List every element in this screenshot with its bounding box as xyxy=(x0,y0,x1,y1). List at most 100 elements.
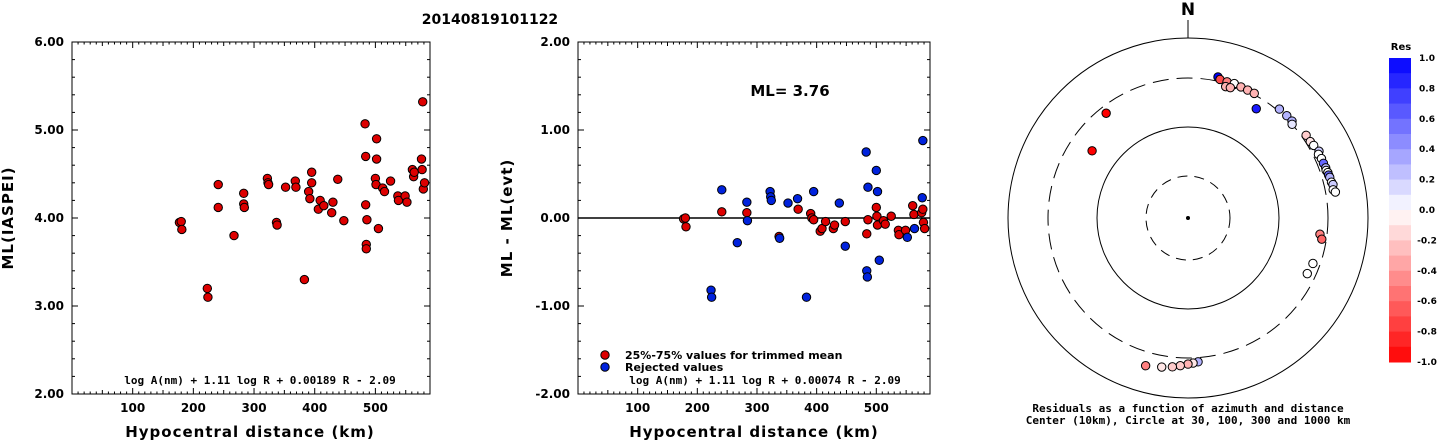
station-marker xyxy=(1249,88,1259,99)
colorbar-band xyxy=(1389,103,1411,120)
data-point xyxy=(909,209,919,220)
data-point xyxy=(871,202,882,213)
x-tick-label: 200 xyxy=(181,401,206,415)
data-point xyxy=(907,200,918,211)
y-tick-labels-2: -2.00 -1.00 0.00 1.00 2.00 xyxy=(535,35,570,401)
colorbar-tick-label: 0.2 xyxy=(1419,176,1435,186)
station-marker xyxy=(1287,119,1297,129)
colorbar-band xyxy=(1389,73,1411,89)
data-point xyxy=(213,202,223,213)
colorbar-band xyxy=(1389,331,1411,348)
colorbar-band xyxy=(1389,210,1411,226)
data-point xyxy=(213,179,223,190)
colorbar-tick-label: 1.0 xyxy=(1419,54,1435,64)
colorbar-band xyxy=(1389,194,1411,211)
data-point xyxy=(717,207,727,217)
data-point xyxy=(886,211,896,221)
colorbar-tick-label: 0.4 xyxy=(1419,145,1435,155)
figure-title: 20140819101122 xyxy=(422,12,558,28)
station-marker xyxy=(1167,362,1178,372)
x-tick-label: 500 xyxy=(864,401,889,415)
data-point xyxy=(742,197,752,207)
y-tick-label: 4.00 xyxy=(34,211,64,225)
data-point xyxy=(872,186,883,197)
station-marker xyxy=(1251,104,1261,114)
station-marker xyxy=(1302,268,1312,279)
data-point xyxy=(305,193,315,204)
data-point xyxy=(416,154,427,164)
data-point xyxy=(863,215,873,225)
plot-frame-1 xyxy=(71,41,431,395)
data-point xyxy=(919,223,930,234)
data-point xyxy=(861,147,871,157)
formula-1: log A(nm) + 1.11 log R + 0.00189 R - 2.0… xyxy=(124,374,396,387)
data-point xyxy=(280,182,291,192)
epicenter-dot xyxy=(1186,216,1190,220)
x-tick-label: 300 xyxy=(242,401,267,415)
station-marker xyxy=(1101,108,1111,118)
data-point xyxy=(176,216,186,227)
data-point xyxy=(680,213,691,223)
data-point xyxy=(417,164,427,175)
data-point xyxy=(742,208,752,218)
data-point xyxy=(874,255,884,265)
colorbar-band xyxy=(1389,255,1411,272)
colorbar-band xyxy=(1389,286,1411,302)
station-marker xyxy=(1274,104,1285,114)
legend-label-trimmed: 25%-75% values for trimmed mean xyxy=(625,349,842,362)
legend-marker-rejected xyxy=(600,362,610,372)
data-point xyxy=(793,204,803,214)
data-point xyxy=(742,215,753,226)
caption-line-1: Residuals as a function of azimuth and d… xyxy=(1032,402,1344,415)
colorbar-tick-label: -1.0 xyxy=(1417,358,1437,368)
x-tick-label: 300 xyxy=(744,401,769,415)
data-point xyxy=(419,178,430,188)
station-marker xyxy=(1087,146,1097,156)
y-tick-labels-1: 2.00 3.00 4.00 5.00 6.00 xyxy=(34,35,64,401)
data-point xyxy=(229,230,239,241)
data-point xyxy=(306,178,317,188)
data-point xyxy=(272,220,282,230)
x-tick-labels-1: 100 200 300 400 500 xyxy=(120,401,388,415)
data-point xyxy=(732,237,742,248)
data-point xyxy=(862,229,872,239)
ring-100km xyxy=(1096,126,1280,310)
data-point xyxy=(373,223,384,234)
data-point xyxy=(834,198,845,208)
data-point xyxy=(418,97,428,107)
data-point xyxy=(717,185,727,195)
x-tick-label: 400 xyxy=(302,401,327,415)
data-point xyxy=(808,215,819,225)
ring-30km xyxy=(1145,175,1231,261)
colorbar-tick-label: -0.6 xyxy=(1417,297,1437,307)
colorbar-labels: 1.0 0.8 0.6 0.4 0.2 0.0 -0.2 -0.4 -0.6 -0.8 -1.0 xyxy=(1417,54,1437,368)
y-tick-label: 1.00 xyxy=(540,123,570,137)
data-point xyxy=(766,195,777,206)
station-marker xyxy=(1330,187,1341,197)
colorbar-band xyxy=(1389,118,1411,135)
station-marker xyxy=(1225,82,1236,93)
station-marker xyxy=(1183,359,1193,369)
data-point xyxy=(918,135,928,146)
data-point xyxy=(371,134,382,144)
panel-polar-residuals: N Residuals as a function of azimuth and… xyxy=(1007,0,1369,427)
data-point xyxy=(801,292,812,302)
caption-line-2: Center (10km), Circle at 30, 100, 300 an… xyxy=(1026,414,1351,427)
colorbar-band xyxy=(1389,164,1411,181)
colorbar-band xyxy=(1389,316,1411,333)
data-point xyxy=(808,186,819,197)
data-point xyxy=(360,119,370,129)
colorbar-tick-label: 0.6 xyxy=(1419,115,1435,125)
colorbar-tick-label: 0.0 xyxy=(1419,206,1435,216)
data-point xyxy=(402,197,412,207)
north-label: N xyxy=(1181,0,1195,20)
colorbar-band xyxy=(1389,149,1411,165)
x-axis-label-2: Hypocentral distance (km) xyxy=(629,423,879,441)
colorbar-tick-label: 0.8 xyxy=(1419,84,1435,94)
colorbar-band xyxy=(1389,301,1411,317)
data-point xyxy=(409,167,419,177)
data-point xyxy=(783,198,793,208)
legend-marker-trimmed xyxy=(600,350,610,360)
colorbar-band xyxy=(1389,270,1411,287)
